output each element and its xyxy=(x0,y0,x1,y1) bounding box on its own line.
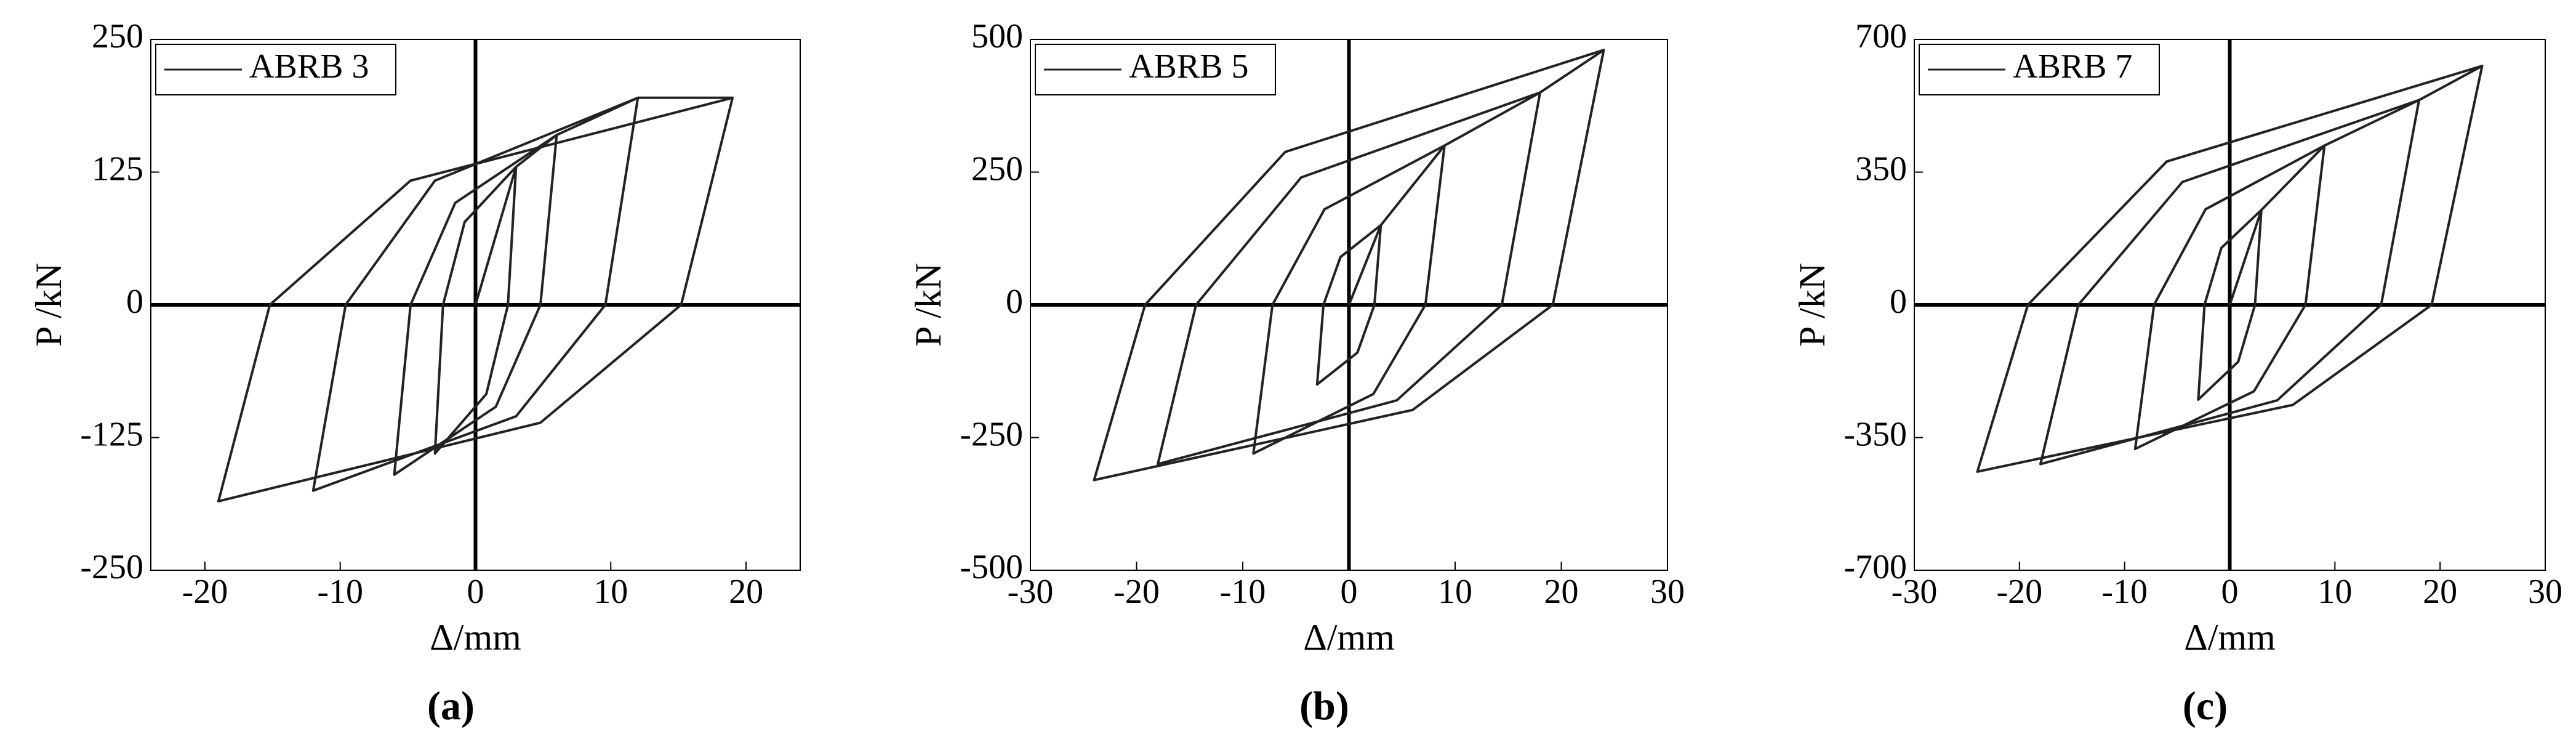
x-axis-label: Δ/mm xyxy=(430,617,521,658)
x-tick-label: -20 xyxy=(182,573,228,611)
x-tick-label: 0 xyxy=(1341,573,1358,611)
y-tick-label: -700 xyxy=(1844,548,1907,586)
legend-label: ABRB 7 xyxy=(2013,47,2133,86)
y-tick-label: 700 xyxy=(1855,17,1907,55)
y-tick-label: -250 xyxy=(80,548,143,586)
y-tick-label: 0 xyxy=(1006,283,1023,321)
panel-caption: (b) xyxy=(1299,684,1349,729)
x-tick-label: -30 xyxy=(1892,573,1938,611)
y-tick-label: 0 xyxy=(1890,283,1907,321)
y-tick-label: 350 xyxy=(1855,150,1907,188)
x-tick-label: 10 xyxy=(1438,573,1472,611)
x-tick-label: 20 xyxy=(1544,573,1579,611)
x-tick-label: -10 xyxy=(2101,573,2148,611)
panel: -30 -20 -10 0 10 20 30 -500 -250 0 250 500 Δ/mm P /kN… xyxy=(908,17,1685,729)
hysteresis-curve xyxy=(217,96,734,503)
x-tick-label: -10 xyxy=(1220,573,1266,611)
x-tick-label: 20 xyxy=(729,573,763,611)
panel-caption: (c) xyxy=(2183,684,2228,729)
x-tick-label: 30 xyxy=(2528,573,2562,611)
y-tick-label: -250 xyxy=(960,415,1023,453)
y-tick-label: 125 xyxy=(92,150,143,188)
x-tick-label: 30 xyxy=(1650,573,1685,611)
hysteresis-curve xyxy=(1093,49,1605,482)
panel: -20 -10 0 10 20 -250 -125 0 125 250 Δ/mm P /kN (a) AB… xyxy=(28,17,801,729)
x-tick-label: 20 xyxy=(2423,573,2457,611)
x-axis-label: Δ/mm xyxy=(2184,617,2276,658)
y-axis-label: P /kN xyxy=(908,263,949,347)
y-tick-label: 250 xyxy=(971,150,1023,188)
y-tick-label: 500 xyxy=(971,17,1023,55)
x-tick-label: -10 xyxy=(317,573,363,611)
legend-label: ABRB 5 xyxy=(1129,47,1249,86)
y-tick-label: -350 xyxy=(1844,415,1907,453)
y-axis-label: P /kN xyxy=(1792,263,1832,347)
legend-label: ABRB 3 xyxy=(249,47,369,86)
x-axis-label: Δ/mm xyxy=(1303,617,1395,658)
x-tick-label: 10 xyxy=(2317,573,2352,611)
x-tick-label: -20 xyxy=(1113,573,1160,611)
x-tick-label: 0 xyxy=(467,573,484,611)
hysteresis-curve xyxy=(1976,65,2484,473)
x-tick-label: -30 xyxy=(1008,573,1054,611)
y-tick-label: 0 xyxy=(126,283,143,321)
x-tick-label: 10 xyxy=(593,573,628,611)
panel: -30 -20 -10 0 10 20 30 -700 -350 0 350 700 Δ/mm P /kN… xyxy=(1792,17,2562,729)
y-tick-label: -500 xyxy=(960,548,1023,586)
x-tick-label: 0 xyxy=(2221,573,2239,611)
y-axis-label: P /kN xyxy=(28,263,69,347)
y-tick-label: 250 xyxy=(92,17,143,55)
y-tick-label: -125 xyxy=(80,415,143,453)
x-tick-label: -20 xyxy=(1997,573,2043,611)
panel-caption: (a) xyxy=(427,684,475,729)
